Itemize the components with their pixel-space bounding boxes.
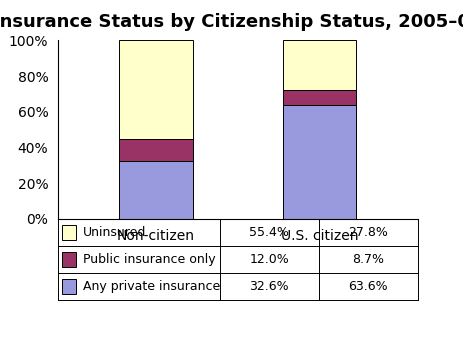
FancyBboxPatch shape xyxy=(62,225,76,240)
Text: 12.0%: 12.0% xyxy=(249,253,288,266)
Bar xyxy=(282,90,356,105)
Text: Any private insurance: Any private insurance xyxy=(83,280,220,293)
Text: 8.7%: 8.7% xyxy=(351,253,383,266)
FancyBboxPatch shape xyxy=(62,279,76,294)
Text: Public insurance only: Public insurance only xyxy=(83,253,215,266)
Bar xyxy=(282,105,356,219)
Bar xyxy=(119,139,193,161)
Text: 55.4%: 55.4% xyxy=(249,226,288,239)
Text: Uninsured: Uninsured xyxy=(83,226,146,239)
Bar xyxy=(119,161,193,219)
Text: 27.8%: 27.8% xyxy=(347,226,387,239)
Bar xyxy=(119,40,193,139)
Bar xyxy=(282,40,356,90)
Title: Insurance Status by Citizenship Status, 2005–06: Insurance Status by Citizenship Status, … xyxy=(0,12,463,31)
FancyBboxPatch shape xyxy=(62,252,76,267)
Text: 32.6%: 32.6% xyxy=(249,280,288,293)
Text: 63.6%: 63.6% xyxy=(348,280,387,293)
